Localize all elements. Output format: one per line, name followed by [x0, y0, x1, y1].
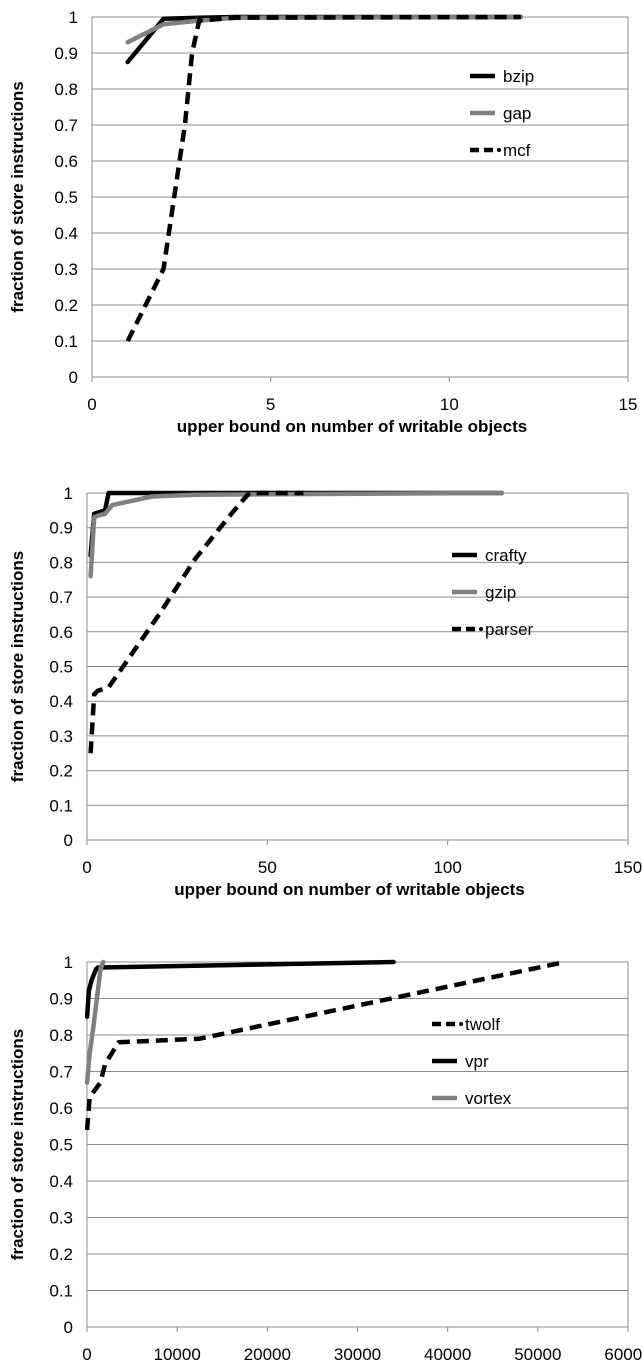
series-line-vortex [84, 959, 106, 1085]
legend-marker-parser [479, 627, 483, 631]
chart-panel-3: 0 0.1 0.2 0.3 0.4 0.5 0.6 0.7 0.8 0.9 1 0 10000 20000… [8, 953, 642, 1369]
legend-label-vortex: vortex [465, 1089, 512, 1108]
x-tick-label: 40000 [424, 1345, 471, 1364]
legend-label-mcf: mcf [503, 141, 531, 160]
y-tick-label: 0.8 [54, 80, 78, 99]
legend-marker-twolf [459, 1022, 463, 1026]
y-tick-label: 0.3 [54, 260, 78, 279]
y-tick-label: 0.6 [49, 1099, 73, 1118]
y-tick-label: 0.9 [49, 990, 73, 1009]
chart-panel-2: 0 0.1 0.2 0.3 0.4 0.5 0.6 0.7 0.8 0.9 1 0 50 100 150 up… [8, 484, 642, 899]
legend-label-parser: parser [485, 620, 534, 639]
y-tick-label: 0.5 [54, 188, 78, 207]
legend-label-crafty: crafty [485, 546, 527, 565]
y-tick-label: 0.6 [54, 152, 78, 171]
y-tick-label: 0.1 [49, 1282, 73, 1301]
y-tick-label: 0.4 [54, 224, 78, 243]
y-tick-label: 0.8 [49, 553, 73, 572]
legend-label-gzip: gzip [485, 583, 516, 602]
series-line-vpr [84, 959, 396, 1020]
y-tick-label: 0.9 [54, 44, 78, 63]
series-line-gap [125, 14, 524, 45]
y-tick-label: 1 [64, 953, 73, 972]
y-tick-label: 0.1 [49, 796, 73, 815]
y-tick-label: 0.4 [49, 1172, 73, 1191]
y-tick-label: 0 [64, 1318, 73, 1337]
y-tick-label: 0.5 [49, 1136, 73, 1155]
x-tick-label: 0 [82, 858, 91, 877]
x-tick-label: 30000 [334, 1345, 381, 1364]
x-tick-label: 60000 [604, 1345, 642, 1364]
y-tick-label: 0.3 [49, 1209, 73, 1228]
y-tick-label: 0.2 [54, 296, 78, 315]
y-tick-label: 0.2 [49, 762, 73, 781]
y-tick-label: 0.9 [49, 519, 73, 538]
x-tick-label: 20000 [244, 1345, 291, 1364]
y-axis-title: fraction of store instructions [8, 551, 27, 782]
y-tick-label: 1 [69, 8, 78, 27]
y-tick-label: 0.7 [54, 116, 78, 135]
series-line-twolf [84, 959, 566, 1131]
x-tick-label: 150 [614, 858, 642, 877]
x-tick-label: 100 [433, 858, 461, 877]
chart-panel-1: 00.10.20.30.40.50.60.70.80.910 5 10 15upper… [8, 8, 637, 436]
y-tick-label: 0.6 [49, 623, 73, 642]
x-tick-label: 0 [82, 1345, 91, 1364]
series-line-crafty [88, 490, 505, 558]
y-tick-label: 1 [64, 484, 73, 503]
y-tick-label: 0.7 [49, 588, 73, 607]
x-tick-label: 10 [440, 395, 459, 414]
y-tick-label: 0.8 [49, 1026, 73, 1045]
legend-marker-mcf [497, 148, 501, 152]
y-axis-title: fraction of store instructions [8, 81, 27, 312]
x-tick-label: 10000 [154, 1345, 201, 1364]
legend-label-vpr: vpr [465, 1052, 489, 1071]
y-tick-label: 0.3 [49, 727, 73, 746]
x-tick-label: 5 [266, 395, 275, 414]
legend-label-bzip: bzip [503, 67, 534, 86]
y-tick-label: 0 [69, 368, 78, 387]
series-line-mcf [125, 14, 521, 343]
series-line-parser [88, 490, 304, 754]
x-axis-title: upper bound on number of writable object… [174, 880, 524, 899]
y-tick-label: 0.7 [49, 1063, 73, 1082]
y-axis-title: fraction of store instructions [8, 1029, 27, 1260]
x-tick-label: 50 [258, 858, 277, 877]
y-tick-label: 0 [64, 831, 73, 850]
y-tick-label: 0.4 [49, 692, 73, 711]
y-tick-label: 0.5 [49, 658, 73, 677]
x-axis-title: upper bound on number of writable object… [174, 1367, 524, 1369]
y-tick-label: 0.2 [49, 1245, 73, 1264]
x-tick-label: 15 [619, 395, 638, 414]
legend-label-twolf: twolf [465, 1015, 500, 1034]
series-line-gzip [88, 490, 505, 579]
x-tick-label: 50000 [514, 1345, 561, 1364]
legend-label-gap: gap [503, 104, 531, 123]
x-tick-label: 0 [87, 395, 96, 414]
x-axis-title: upper bound on number of writable object… [177, 417, 527, 436]
y-tick-label: 0.1 [54, 332, 78, 351]
